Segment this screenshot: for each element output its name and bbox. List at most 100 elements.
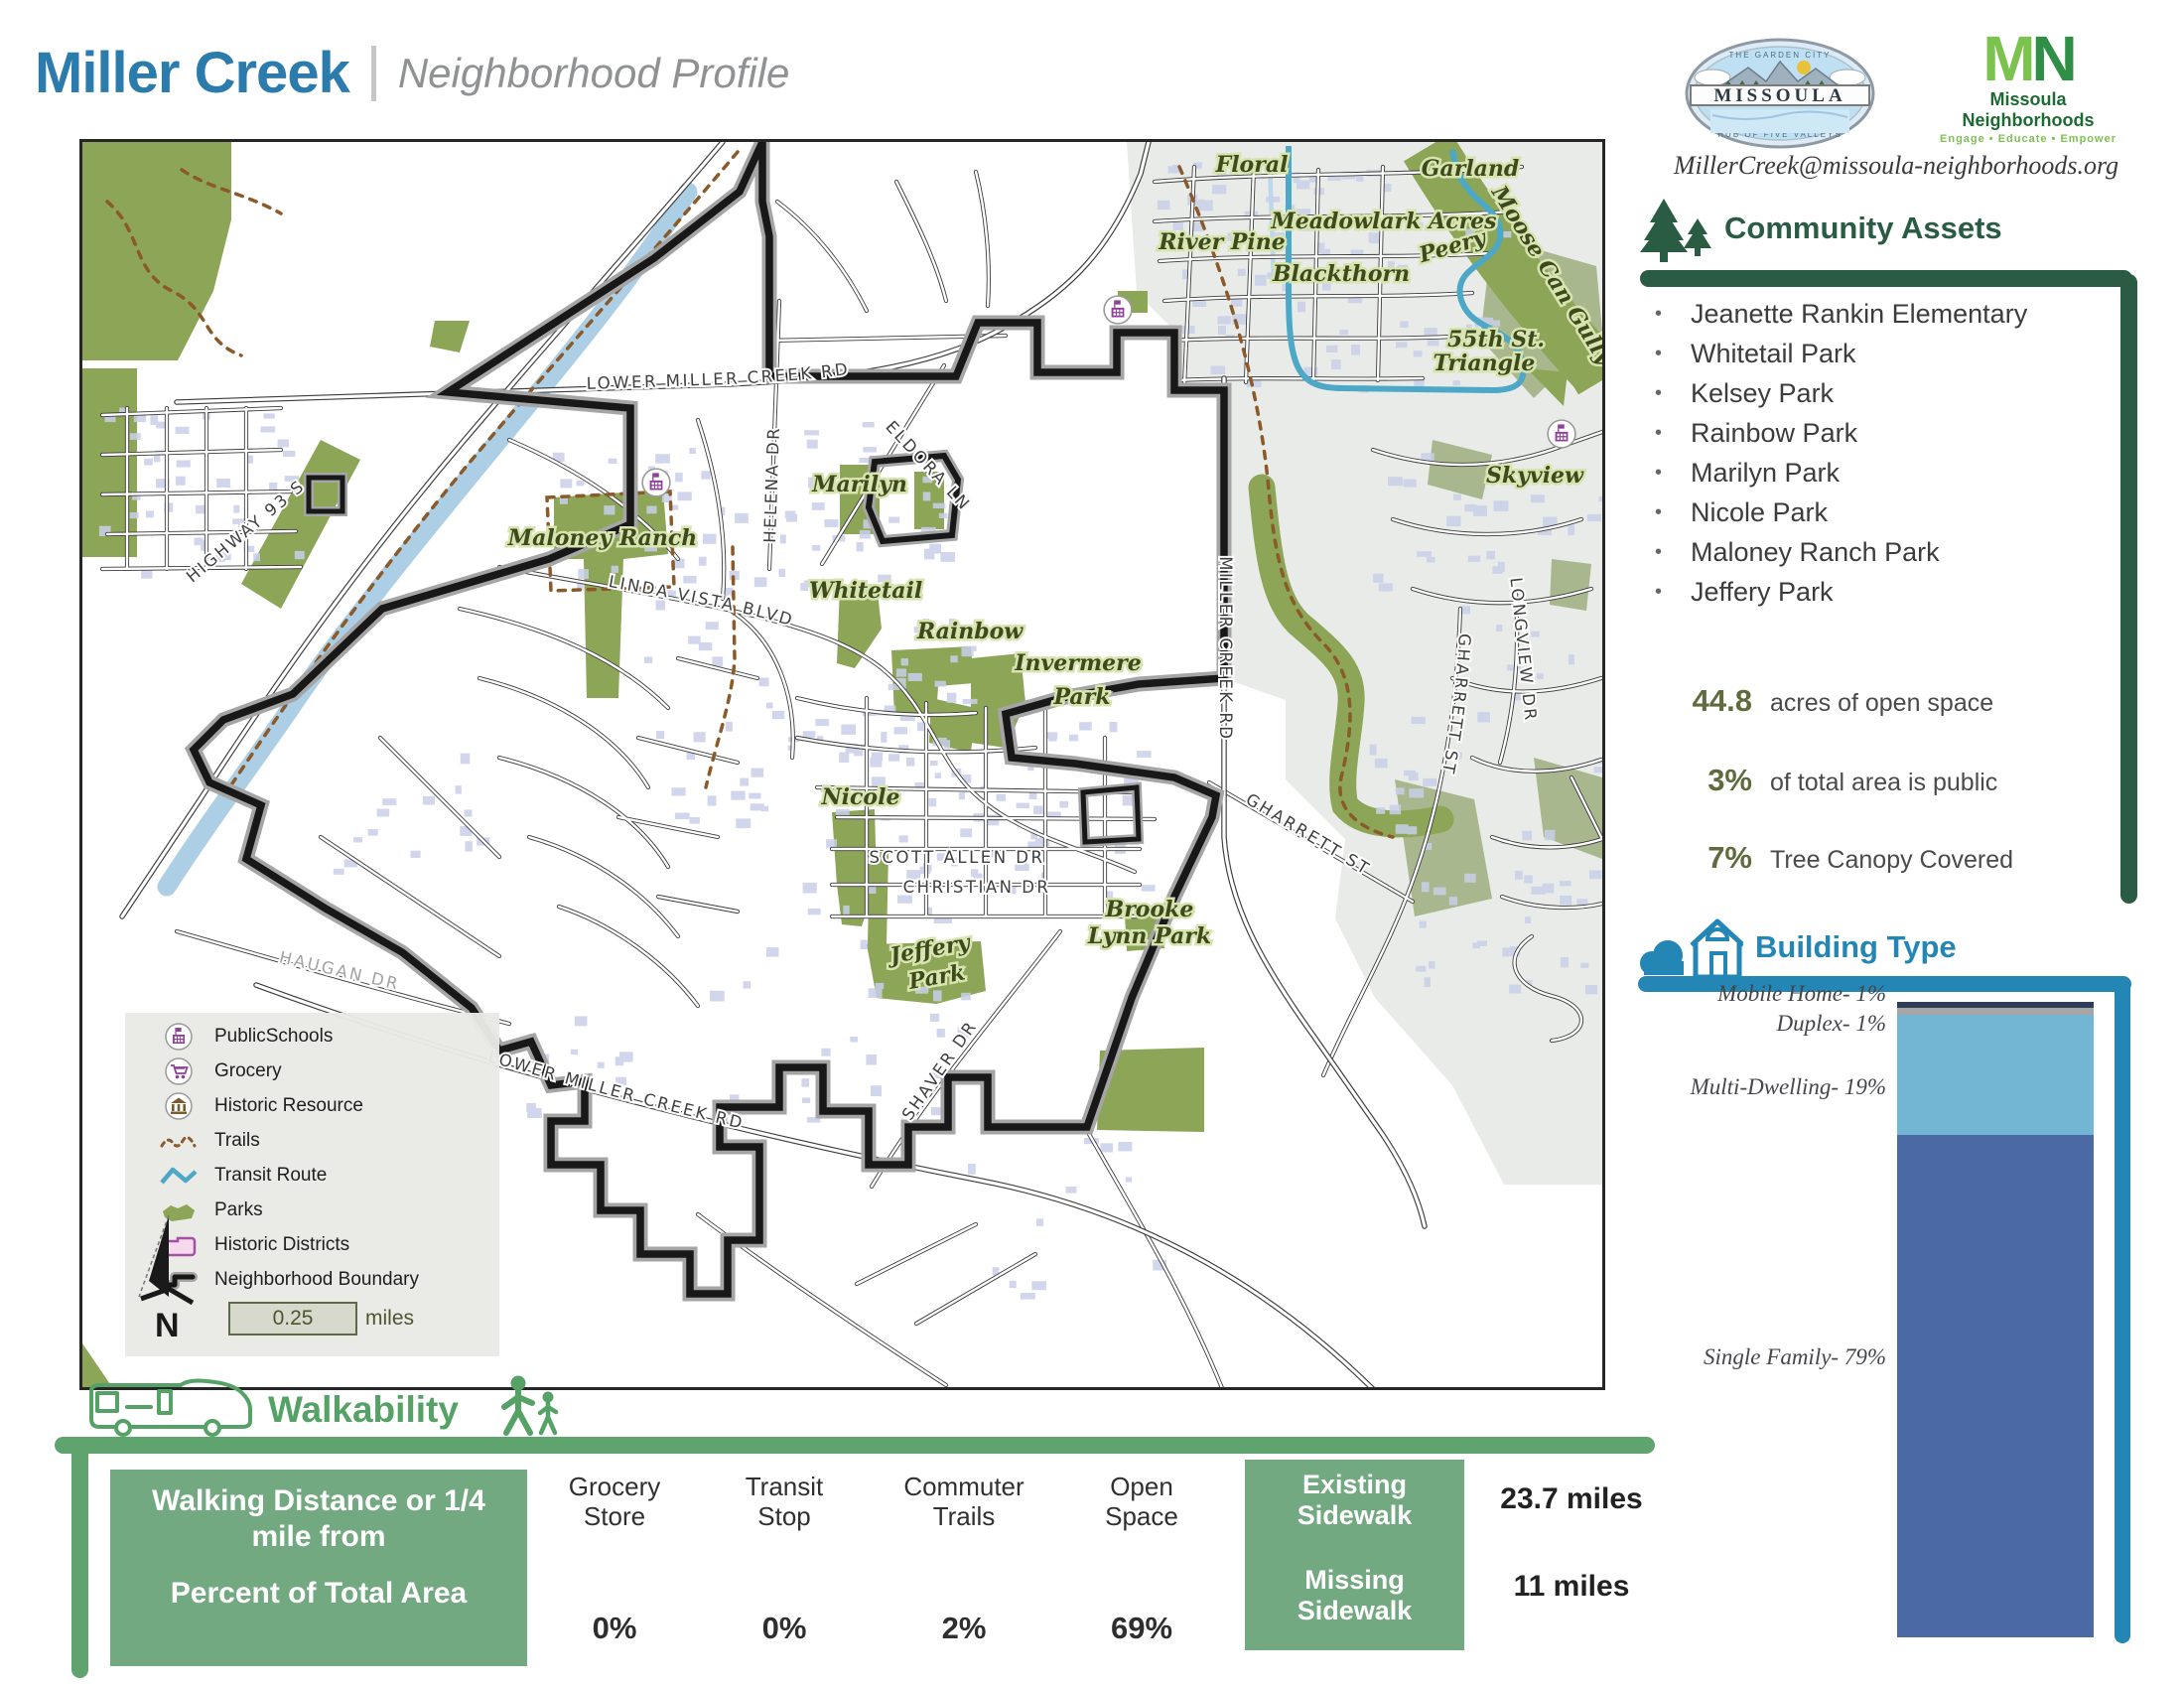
map-label-garland: Garland	[1422, 156, 1520, 182]
legend-label: Transit Route	[214, 1164, 328, 1186]
asset-item-1: Whitetail Park	[1643, 338, 2119, 370]
house-cloud-icon	[1640, 918, 1743, 980]
map-scale-bar: 0.25 miles	[228, 1302, 414, 1336]
svg-text:THE GARDEN CITY: THE GARDEN CITY	[1729, 51, 1832, 60]
walkability-row-header: Walking Distance or 1/4 mile from Percen…	[110, 1470, 527, 1666]
map-label-st55_line2: Triangle	[1433, 351, 1536, 376]
bar-label-duplex: Duplex- 1%	[1776, 1011, 1887, 1036]
asset-item-4: Marilyn Park	[1643, 457, 2119, 490]
legend-label: Grocery	[214, 1059, 282, 1081]
scale-unit: miles	[365, 1307, 415, 1330]
legend-item-transit-route: Transit Route	[125, 1158, 499, 1193]
map-label-helena_dr: HELENA DR	[760, 426, 783, 544]
stat-label: Tree Canopy Covered	[1770, 846, 2014, 874]
assets-divider-bar	[1640, 270, 2132, 287]
legend-item-grocery: Grocery	[125, 1054, 499, 1088]
trails-icon	[143, 1128, 214, 1154]
legend-label: Neighborhood Boundary	[214, 1268, 419, 1290]
stat-open-space: 44.8 acres of open space	[1633, 683, 2169, 719]
historic-icon	[143, 1091, 214, 1121]
asset-item-5: Nicole Park	[1643, 496, 2119, 529]
sidewalk-label-0: Existing Sidewalk	[1297, 1470, 1413, 1530]
map-label-haugan_dr: HAUGAN DR	[278, 947, 402, 993]
map-label-st55_line1: 55th St.	[1447, 327, 1545, 352]
map-label-lower_miller_creek_rd: LOWER MILLER CREEK RD	[586, 359, 851, 393]
title-divider	[370, 45, 376, 101]
legend-label: PublicSchools	[214, 1025, 334, 1047]
walk-value: 0%	[761, 1611, 807, 1645]
mn-logo-tagline: Engage • Educate • Empower	[1940, 133, 2116, 145]
map-label-marilyn: Marilyn	[811, 472, 907, 497]
asset-item-2: Kelsey Park	[1643, 377, 2119, 410]
building-type-heading: Building Type	[1755, 929, 1957, 964]
legend-item-parks: Parks	[125, 1193, 499, 1227]
map-label-rainbow: Rainbow	[916, 619, 1024, 644]
school-icon	[143, 1022, 214, 1052]
map-label-floral: Floral	[1215, 152, 1289, 178]
stat-label: acres of open space	[1770, 689, 1994, 717]
asset-item-0: Jeanette Rankin Elementary	[1643, 298, 2119, 331]
walk-header-line2: Percent of Total Area	[170, 1577, 468, 1610]
walk-col-transit-stop: Transit Stop 0%	[710, 1472, 859, 1645]
legend-items: PublicSchools Grocery Historic Resource Tra…	[125, 1013, 499, 1297]
stat-value: 44.8	[1692, 683, 1752, 718]
map-label-christian_dr: CHRISTIAN DR	[903, 878, 1051, 897]
community-assets-heading: Community Assets	[1724, 211, 2002, 245]
walk-header-line1: Walking Distance or 1/4 mile from	[152, 1484, 485, 1553]
school-icon	[1103, 295, 1133, 325]
boundary-icon	[143, 1267, 214, 1293]
svg-text:HUB OF FIVE VALLEYS: HUB OF FIVE VALLEYS	[1717, 130, 1842, 139]
legend-label: Historic Districts	[214, 1233, 350, 1255]
walkability-side-bar	[71, 1437, 88, 1678]
north-arrow-icon: N	[138, 1214, 195, 1342]
asset-item-3: Rainbow Park	[1643, 417, 2119, 450]
transit-route	[1286, 146, 1527, 393]
walk-col-open-space: Open Space 69%	[1067, 1472, 1216, 1645]
building-side-bar	[2115, 980, 2130, 1643]
page-title: Miller Creek	[35, 41, 350, 105]
bar-segment-mobile-home	[1897, 1002, 2094, 1009]
bar-label-mobile-home: Mobile Home- 1%	[1717, 981, 1886, 1006]
stat-label: of total area is public	[1770, 769, 1998, 796]
legend-item-historic-resource: Historic Resource	[125, 1088, 499, 1123]
bus-icon	[89, 1378, 252, 1437]
sidewalk-label-1: Missing Sidewalk	[1297, 1565, 1413, 1625]
pedestrians-icon	[501, 1375, 559, 1436]
walkability-bar	[55, 1437, 1655, 1454]
svg-text:MISSOULA: MISSOULA	[1713, 85, 1845, 106]
map-label-whitetail: Whitetail	[809, 578, 922, 604]
building-divider-bar	[1638, 976, 2131, 992]
moose-can-gully-band	[1403, 142, 1602, 395]
legend-item-trails: Trails	[125, 1123, 499, 1158]
stat-public-area: 3% of total area is public	[1633, 763, 2169, 798]
legend-label: Historic Resource	[214, 1094, 363, 1116]
legend-item-publicschools: PublicSchools	[125, 1019, 499, 1054]
scale-value: 0.25	[228, 1302, 357, 1336]
buildings-layer	[98, 162, 1602, 1300]
sidewalk-value-1: 11 miles	[1513, 1570, 1630, 1603]
walk-value: 0%	[592, 1611, 637, 1645]
walk-value: 69%	[1110, 1611, 1173, 1645]
neighborhood-email[interactable]: MillerCreek@missoula-neighborhoods.org	[1673, 151, 2119, 180]
sidewalk-value-0: 23.7 miles	[1500, 1482, 1643, 1515]
page-subtitle: Neighborhood Profile	[397, 49, 790, 96]
map-label-meadowlark_acres: Meadowlark Acres	[1270, 209, 1496, 234]
community-assets-list: Jeanette Rankin Elementary Whitetail Park…	[1643, 298, 2119, 616]
map-legend: PublicSchools Grocery Historic Resource Tra…	[125, 1013, 499, 1356]
outside-area	[1127, 142, 1602, 1185]
trees-icon	[1640, 199, 1711, 262]
building-type-stacked-bar	[1897, 1002, 2094, 1637]
missoula-seal-logo: MISSOULA THE GARDEN CITY HUB OF FIVE VAL…	[1683, 36, 1877, 156]
walkability-heading: Walkability	[268, 1389, 459, 1430]
missoula-neighborhoods-logo: MN Missoula Neighborhoods Engage • Educa…	[1924, 27, 2132, 145]
school-icon	[1547, 419, 1576, 449]
map-label-linda_vista_blvd: LINDA VISTA BLVD	[608, 572, 797, 630]
legend-item-neighborhood-boundary: Neighborhood Boundary	[125, 1262, 499, 1297]
neighborhood-map: Floral Garland Meadowlark Acres River Pine P…	[79, 139, 1605, 1390]
walkability-section: Walkability Walking Distance or 1/4 mile…	[0, 1375, 2184, 1688]
walk-value: 2%	[941, 1611, 987, 1645]
stat-value: 3%	[1707, 763, 1752, 797]
sidewalk-box: Existing Sidewalk Missing Sidewalk	[1245, 1460, 1464, 1650]
